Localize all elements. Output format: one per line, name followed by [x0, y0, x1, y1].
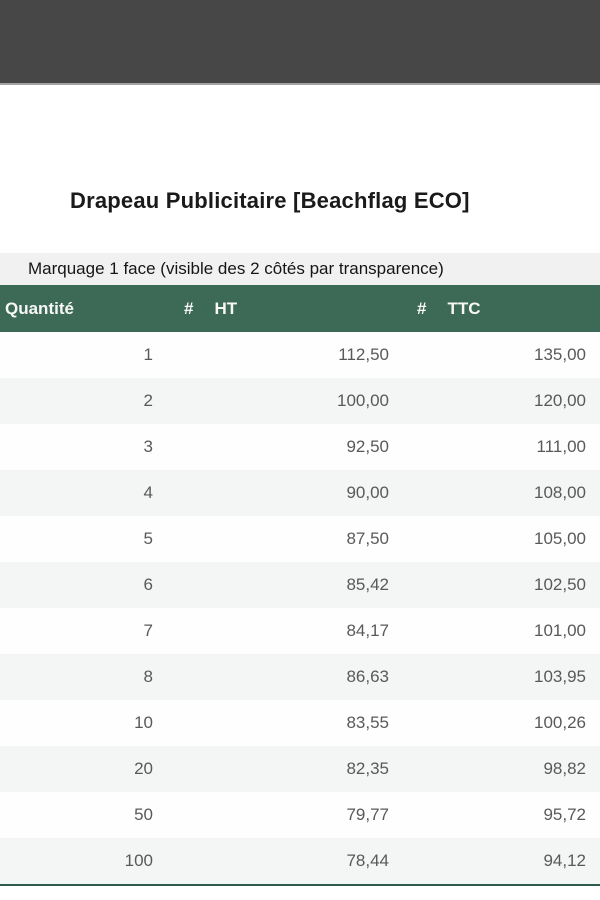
hash-icon: #	[417, 298, 427, 318]
quantity-cell: 20	[134, 759, 153, 778]
quantity-cell: 4	[143, 483, 153, 502]
ht-price-cell: 84,17	[346, 621, 389, 640]
ht-price-cell: 92,50	[346, 437, 389, 456]
quantity-cell: 50	[134, 805, 153, 824]
price-table-header: Quantité # HT # TTC	[0, 285, 600, 332]
column-header-ht: HT	[214, 298, 238, 318]
ht-price-cell: 78,44	[346, 851, 389, 870]
ht-price-cell: 87,50	[346, 529, 389, 548]
ht-price-cell: 90,00	[346, 483, 389, 502]
ht-price-cell: 112,50	[338, 345, 389, 364]
browser-top-bar	[0, 0, 600, 85]
column-header-ttc-group: # TTC	[398, 299, 600, 319]
ht-price-cell: 83,55	[346, 713, 389, 732]
ttc-price-cell: 111,00	[536, 437, 586, 456]
hash-icon: #	[184, 298, 194, 318]
product-title: Drapeau Publicitaire [Beachflag ECO]	[70, 188, 470, 213]
quantity-cell: 8	[143, 667, 153, 686]
column-header-ht-group: # HT	[162, 299, 398, 319]
table-row: 8 86,63 103,95	[0, 654, 600, 700]
table-row: 2 100,00 120,00	[0, 378, 600, 424]
ht-price-cell: 100,00	[337, 391, 389, 410]
price-table-body: 1 112,50 135,00 2 100,00 120,00 3 92,50 …	[0, 332, 600, 886]
ht-price-cell: 82,35	[346, 759, 389, 778]
quantity-cell: 5	[143, 529, 153, 548]
column-header-ttc: TTC	[447, 298, 481, 318]
ttc-price-cell: 108,00	[534, 483, 586, 502]
quantity-cell: 2	[143, 391, 153, 410]
column-header-quantity: Quantité	[5, 298, 74, 318]
table-row: 1 112,50 135,00	[0, 332, 600, 378]
quantity-cell: 7	[143, 621, 153, 640]
ttc-price-cell: 94,12	[543, 851, 586, 870]
table-row: 3 92,50 111,00	[0, 424, 600, 470]
ht-price-cell: 79,77	[346, 805, 389, 824]
ttc-price-cell: 135,00	[534, 345, 586, 364]
ttc-price-cell: 100,26	[534, 713, 586, 732]
table-row: 6 85,42 102,50	[0, 562, 600, 608]
ttc-price-cell: 105,00	[534, 529, 586, 548]
table-row: 10 83,55 100,26	[0, 700, 600, 746]
quantity-cell: 1	[143, 345, 153, 364]
price-table: Quantité # HT # TTC 1 112,50 135,00 2 10…	[0, 285, 600, 886]
marking-option-label: Marquage 1 face (visible des 2 côtés par…	[28, 259, 444, 278]
table-row: 50 79,77 95,72	[0, 792, 600, 838]
marking-option-bar[interactable]: Marquage 1 face (visible des 2 côtés par…	[0, 253, 600, 285]
table-row: 5 87,50 105,00	[0, 516, 600, 562]
quantity-cell: 10	[134, 713, 153, 732]
ttc-price-cell: 101,00	[534, 621, 586, 640]
quantity-cell: 100	[124, 851, 153, 870]
ht-price-cell: 86,63	[346, 667, 389, 686]
ttc-price-cell: 103,95	[534, 667, 586, 686]
ttc-price-cell: 98,82	[543, 759, 586, 778]
table-row: 100 78,44 94,12	[0, 838, 600, 884]
ht-price-cell: 85,42	[346, 575, 389, 594]
quantity-cell: 3	[143, 437, 153, 456]
ttc-price-cell: 102,50	[534, 575, 586, 594]
table-row: 4 90,00 108,00	[0, 470, 600, 516]
table-row: 7 84,17 101,00	[0, 608, 600, 654]
quantity-cell: 6	[143, 575, 153, 594]
table-row: 20 82,35 98,82	[0, 746, 600, 792]
ttc-price-cell: 120,00	[534, 391, 586, 410]
ttc-price-cell: 95,72	[543, 805, 586, 824]
